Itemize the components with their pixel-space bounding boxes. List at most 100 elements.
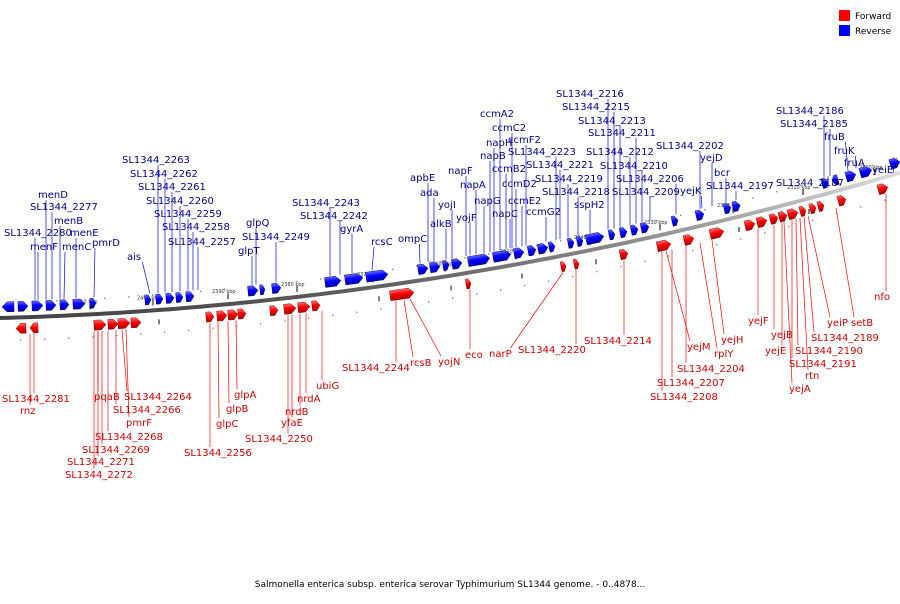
reverse-gene-arrow[interactable] bbox=[344, 273, 364, 286]
leader-line bbox=[63, 251, 66, 299]
forward-gene-arrow[interactable] bbox=[618, 248, 629, 261]
leader-line bbox=[799, 217, 809, 371]
reverse-gene-arrow[interactable] bbox=[45, 300, 57, 311]
forward-gene-arrow[interactable] bbox=[786, 208, 799, 221]
forward-gene-arrow[interactable] bbox=[836, 194, 847, 207]
legend-forward-label: Forward bbox=[855, 12, 891, 22]
forward-gene-arrow[interactable] bbox=[311, 300, 321, 312]
reverse-gene-arrow[interactable] bbox=[467, 253, 491, 267]
reverse-gene-arrow[interactable] bbox=[417, 263, 429, 275]
reverse-gene-arrow[interactable] bbox=[607, 229, 616, 241]
forward-gene-arrow[interactable] bbox=[297, 301, 311, 313]
gene-label-yoji: yojI bbox=[438, 200, 456, 211]
reverse-gene-arrow[interactable] bbox=[820, 177, 829, 189]
reverse-gene-arrow[interactable] bbox=[89, 297, 97, 309]
forward-gene-arrow[interactable] bbox=[682, 233, 695, 246]
guide-dot bbox=[104, 297, 106, 299]
forward-gene-arrow[interactable] bbox=[559, 261, 567, 273]
forward-gene-arrow[interactable] bbox=[755, 216, 768, 229]
gene-label-setb: setB bbox=[851, 318, 873, 329]
reverse-gene-arrow[interactable] bbox=[831, 174, 840, 186]
reverse-gene-arrow[interactable] bbox=[536, 243, 549, 255]
reverse-gene-arrow[interactable] bbox=[670, 215, 679, 227]
forward-gene-arrow[interactable] bbox=[798, 205, 807, 217]
forward-gene-arrow[interactable] bbox=[227, 309, 239, 321]
guide-dot bbox=[392, 268, 394, 270]
forward-gene-arrow[interactable] bbox=[15, 323, 27, 334]
reverse-gene-arrow[interactable] bbox=[31, 300, 44, 312]
forward-gene-arrow[interactable] bbox=[205, 311, 215, 323]
gene-label-sl1344-2268: SL1344_2268 bbox=[95, 432, 163, 443]
gene-label-sl1344-2214: SL1344_2214 bbox=[584, 336, 652, 347]
gene-label-sl1344-2202: SL1344_2202 bbox=[656, 141, 724, 152]
reverse-gene-arrow[interactable] bbox=[271, 282, 282, 294]
gene-label-sl1344-2249: SL1344_2249 bbox=[242, 232, 310, 243]
gene-label-glpc: glpC bbox=[216, 419, 238, 430]
forward-gene-arrow[interactable] bbox=[708, 226, 725, 240]
reverse-gene-arrow[interactable] bbox=[731, 200, 741, 213]
forward-gene-arrow[interactable] bbox=[237, 308, 247, 320]
reverse-gene-arrow[interactable] bbox=[639, 222, 650, 234]
scale-tick-label: 2380 kbp bbox=[281, 282, 305, 288]
forward-gene-arrow[interactable] bbox=[816, 200, 825, 212]
gene-label-sl1344-2206: SL1344_2206 bbox=[616, 174, 684, 185]
forward-gene-arrow[interactable] bbox=[130, 317, 142, 329]
forward-gene-arrow[interactable] bbox=[389, 287, 415, 302]
reverse-gene-arrow[interactable] bbox=[144, 294, 152, 306]
reverse-gene-arrow[interactable] bbox=[247, 285, 259, 297]
gene-label-alkb: alkB bbox=[430, 219, 452, 230]
forward-gene-arrow[interactable] bbox=[93, 319, 107, 331]
reverse-gene-arrow[interactable] bbox=[575, 236, 584, 247]
reverse-gene-arrow[interactable] bbox=[185, 291, 195, 303]
reverse-gene-arrow[interactable] bbox=[17, 301, 29, 312]
reverse-gene-arrow[interactable] bbox=[365, 269, 389, 283]
reverse-gene-arrow[interactable] bbox=[547, 241, 556, 253]
forward-gene-arrow[interactable] bbox=[464, 278, 472, 290]
reverse-gene-arrow[interactable] bbox=[694, 209, 705, 221]
reverse-gene-arrow[interactable] bbox=[429, 261, 441, 274]
reverse-gene-arrow[interactable] bbox=[584, 231, 605, 246]
reverse-gene-arrow[interactable] bbox=[451, 258, 463, 270]
reverse-gene-arrow[interactable] bbox=[844, 170, 857, 183]
reverse-gene-arrow[interactable] bbox=[324, 275, 342, 288]
forward-gene-arrow[interactable] bbox=[572, 258, 580, 270]
forward-gene-arrow[interactable] bbox=[876, 182, 889, 196]
reverse-gene-arrow[interactable] bbox=[72, 298, 86, 310]
reverse-gene-arrow[interactable] bbox=[442, 260, 450, 271]
reverse-gene-arrow[interactable] bbox=[59, 299, 70, 311]
forward-gene-arrow[interactable] bbox=[29, 322, 39, 334]
reverse-gene-arrow[interactable] bbox=[888, 157, 900, 170]
forward-gene-arrow[interactable] bbox=[107, 318, 119, 330]
reverse-gene-arrow[interactable] bbox=[155, 293, 164, 305]
forward-gene-arrow[interactable] bbox=[808, 203, 817, 215]
forward-gene-arrow[interactable] bbox=[283, 303, 297, 315]
reverse-gene-arrow[interactable] bbox=[259, 284, 266, 296]
forward-gene-arrow[interactable] bbox=[269, 305, 279, 317]
forward-gene-arrow[interactable] bbox=[768, 213, 779, 225]
gene-label-sl1344-2271: SL1344_2271 bbox=[67, 457, 135, 468]
reverse-gene-arrow[interactable] bbox=[175, 292, 184, 303]
gene-label-sl1344-2260: SL1344_2260 bbox=[146, 196, 214, 207]
reverse-gene-arrow[interactable] bbox=[722, 203, 732, 215]
reverse-gene-arrow[interactable] bbox=[165, 292, 175, 304]
reverse-gene-arrow[interactable] bbox=[618, 227, 628, 239]
forward-gene-arrow[interactable] bbox=[743, 219, 756, 232]
reverse-gene-arrow[interactable] bbox=[1, 301, 15, 313]
gene-label-menc: menC bbox=[62, 242, 91, 253]
reverse-gene-arrow[interactable] bbox=[526, 245, 537, 257]
forward-gene-arrow[interactable] bbox=[777, 210, 788, 223]
reverse-gene-arrow[interactable] bbox=[492, 249, 512, 263]
reverse-gene-arrow[interactable] bbox=[566, 237, 575, 249]
reverse-gene-arrow[interactable] bbox=[858, 165, 873, 179]
forward-gene-arrow[interactable] bbox=[216, 310, 228, 322]
gene-label-yeie: yeiE bbox=[872, 165, 893, 176]
reverse-gene-arrow[interactable] bbox=[512, 247, 525, 259]
leader-line bbox=[93, 247, 96, 298]
forward-gene-arrow[interactable] bbox=[655, 239, 672, 252]
scale-tick-label: 2300 kbp bbox=[859, 165, 883, 171]
forward-gene-arrow[interactable] bbox=[117, 318, 131, 329]
reverse-gene-arrow[interactable] bbox=[629, 224, 639, 236]
scale-tick-label: 2390 kbp bbox=[212, 289, 236, 295]
